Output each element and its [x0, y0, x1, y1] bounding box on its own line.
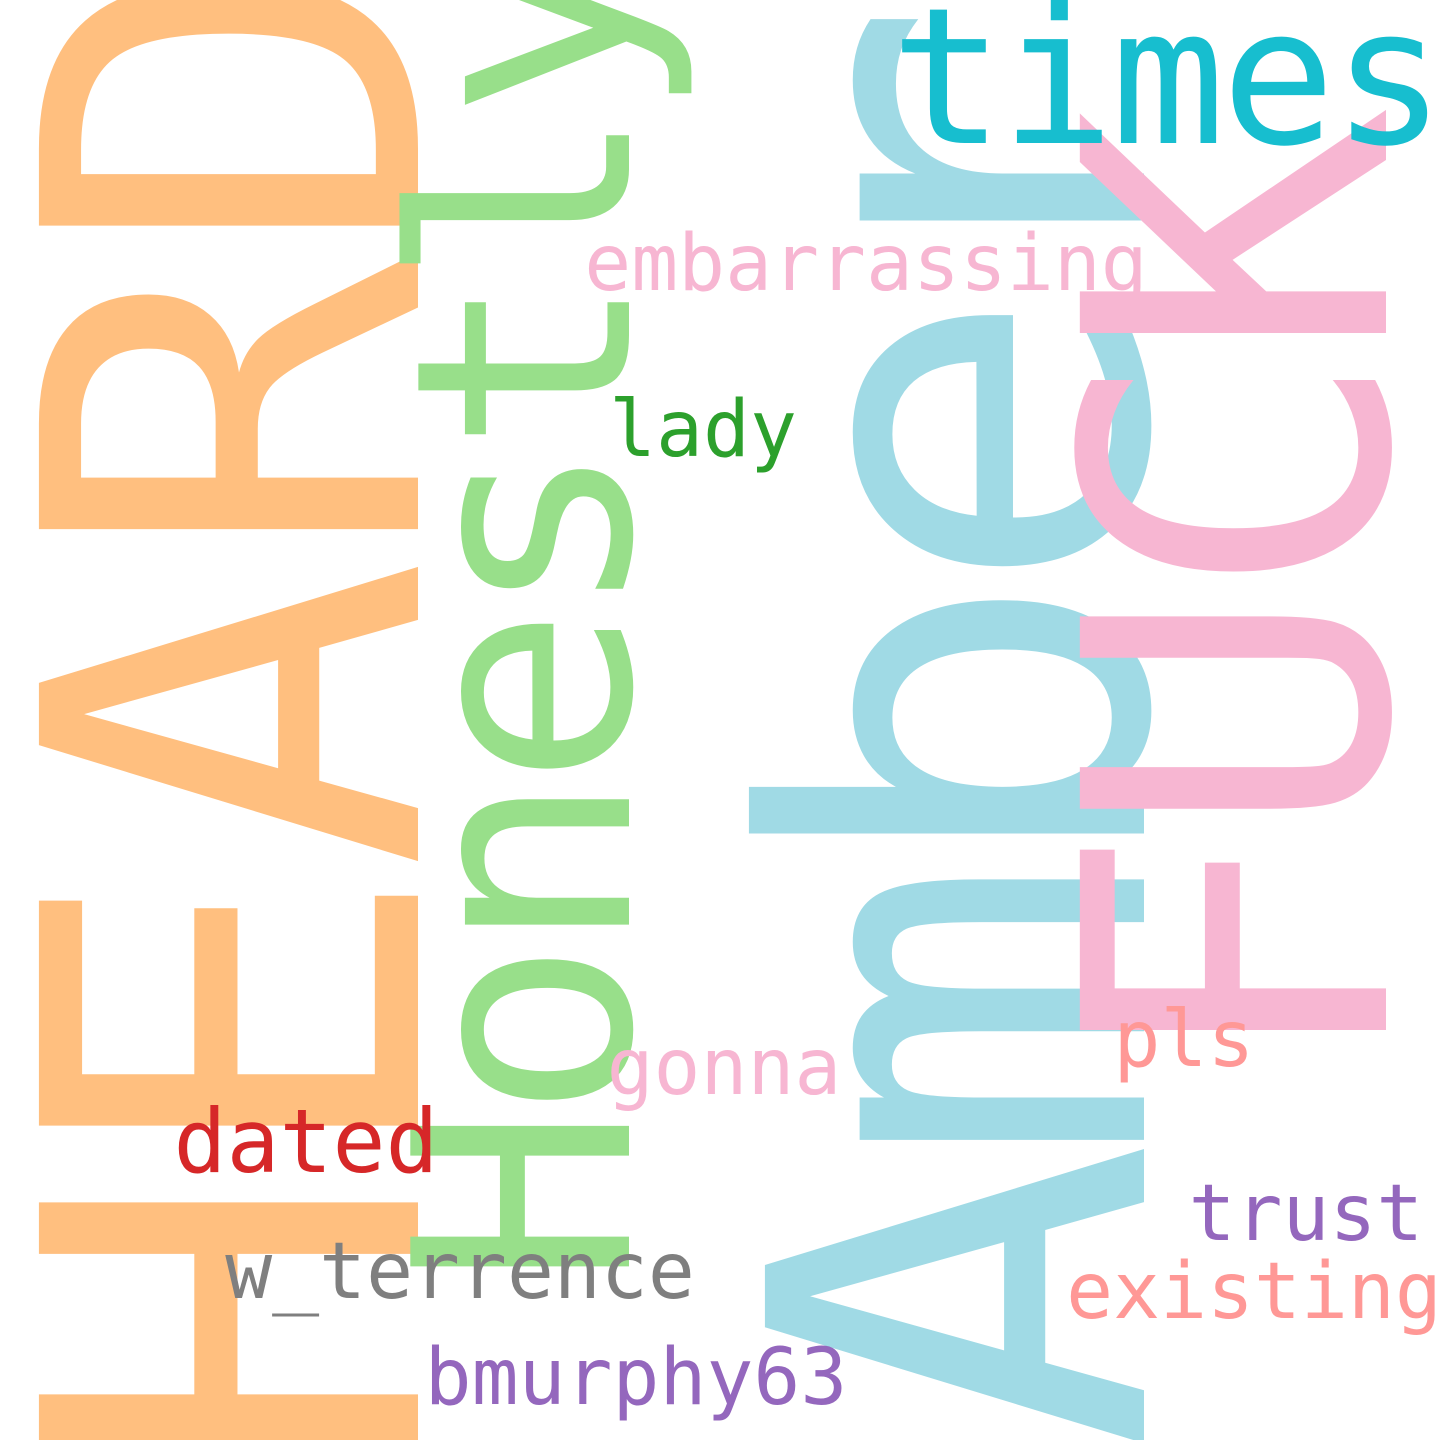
word-dated: dated	[173, 1090, 439, 1193]
word-gonna: gonna	[606, 1023, 842, 1113]
word-bmurphy63: bmurphy63	[424, 1333, 848, 1423]
word-pls: pls	[1113, 995, 1255, 1085]
word-existing: existing	[1066, 1247, 1440, 1337]
word-times: times	[890, 0, 1440, 188]
word-w-terrence: w_terrence	[225, 1227, 695, 1317]
word-lady: lady	[609, 385, 797, 475]
word-trust: trust	[1188, 1169, 1424, 1259]
word-embarrassing: embarrassing	[584, 219, 1148, 309]
